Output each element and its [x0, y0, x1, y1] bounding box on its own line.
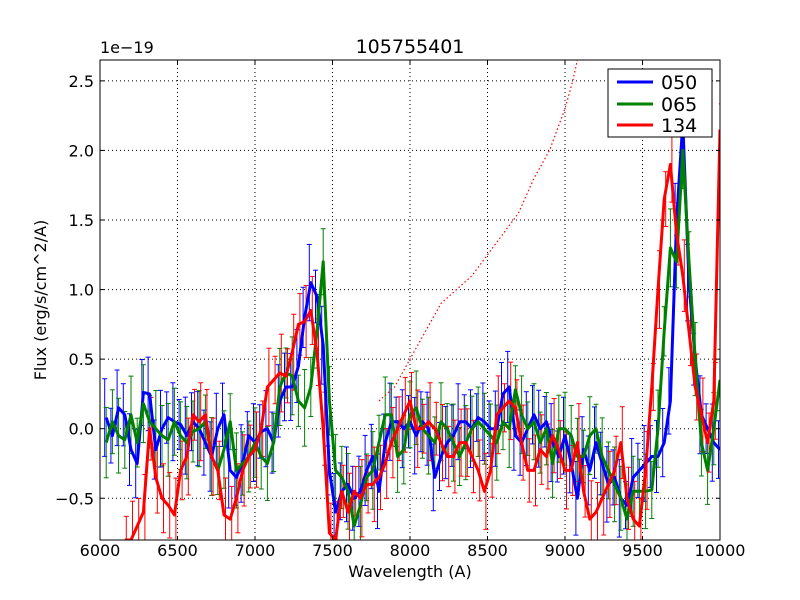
x-tick-label: 9000 — [545, 541, 586, 560]
reference-curve-group — [378, 60, 578, 402]
ticks: 6000 6500 7000 7500 8000 8500 9000 9500 10000 −0.… — [55, 60, 745, 560]
series-group — [104, 121, 720, 540]
legend-label-134: 134 — [661, 115, 697, 137]
y-tick-label: 0.5 — [69, 350, 94, 369]
x-tick-label: 8000 — [390, 541, 431, 560]
legend-label-050: 050 — [661, 72, 697, 94]
chart-title: 105755401 — [356, 36, 465, 58]
legend-label-065: 065 — [661, 94, 697, 116]
y-tick-label: 1.5 — [69, 211, 94, 230]
y-tick-label: 2.0 — [69, 141, 94, 160]
y-tick-label: 2.5 — [69, 72, 94, 91]
y-tick-label: 1.0 — [69, 281, 94, 300]
reference-curve — [378, 60, 578, 402]
x-tick-label: 8500 — [467, 541, 508, 560]
x-tick-label: 7500 — [312, 541, 353, 560]
series-line-134 — [124, 129, 720, 540]
y-tick-label: −0.5 — [55, 489, 94, 508]
x-tick-label: 9500 — [622, 541, 663, 560]
y-axis-label: Flux (erg/s/cm^2/A) — [31, 220, 50, 381]
legend: 050 065 134 — [607, 68, 713, 138]
y-offset-label: 1e−19 — [100, 38, 154, 57]
x-axis-label: Wavelength (A) — [348, 562, 471, 581]
x-tick-label: 10000 — [695, 541, 746, 560]
x-tick-label: 6500 — [157, 541, 198, 560]
x-tick-label: 7000 — [235, 541, 276, 560]
y-tick-label: 0.0 — [69, 420, 94, 439]
x-tick-label: 6000 — [80, 541, 121, 560]
